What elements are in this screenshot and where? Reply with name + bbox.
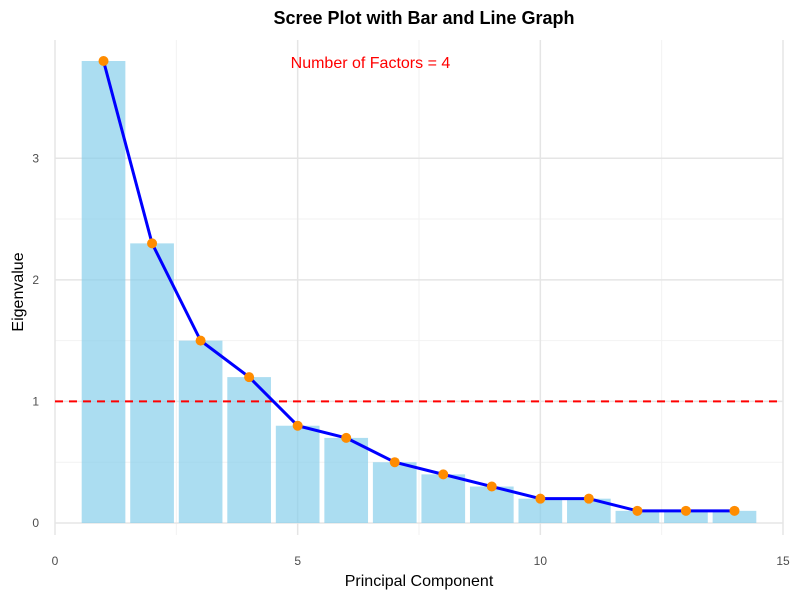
bar — [712, 510, 757, 523]
line-series — [102, 60, 735, 513]
bar — [372, 462, 417, 523]
data-point — [195, 335, 206, 346]
bar — [275, 425, 320, 523]
data-point — [244, 372, 255, 383]
data-point — [292, 420, 303, 431]
bar — [81, 61, 126, 523]
data-point — [98, 56, 109, 66]
bar — [324, 437, 369, 523]
y-axis-label: Eigenvalue — [10, 252, 27, 331]
y-axis-ticks: 0 1 2 3 — [32, 151, 39, 530]
data-point — [535, 493, 546, 504]
data-point — [729, 505, 740, 516]
x-tick-label: 10 — [534, 554, 548, 568]
y-tick-label: 1 — [32, 394, 39, 408]
y-tick-label: 2 — [32, 273, 39, 287]
x-axis-ticks: 0 5 10 15 — [52, 554, 790, 568]
bar — [469, 486, 514, 523]
bar — [227, 377, 271, 523]
x-tick-label: 5 — [294, 554, 301, 568]
bar-series — [81, 61, 757, 524]
data-point — [632, 505, 643, 516]
bar — [178, 340, 223, 523]
y-tick-label: 0 — [32, 516, 39, 530]
data-point — [341, 432, 352, 443]
x-tick-label: 0 — [52, 554, 59, 568]
data-point — [389, 457, 400, 468]
data-point — [680, 505, 691, 516]
x-axis-label: Principal Component — [345, 573, 494, 590]
data-point — [583, 493, 594, 504]
bar — [421, 474, 466, 523]
data-point — [438, 469, 449, 480]
factor-count-annotation: Number of Factors = 4 — [291, 55, 451, 72]
x-tick-label: 15 — [776, 554, 790, 568]
bar — [130, 243, 174, 524]
annotation-group: Number of Factors = 4 — [291, 55, 451, 72]
chart-title: Scree Plot with Bar and Line Graph — [273, 8, 574, 28]
bar — [664, 510, 708, 523]
data-point — [486, 481, 497, 492]
bar — [615, 510, 660, 523]
line-points — [98, 56, 740, 516]
series-line — [102, 60, 735, 513]
grid-lines — [54, 40, 784, 535]
data-point — [147, 238, 158, 249]
y-tick-label: 3 — [32, 151, 39, 165]
